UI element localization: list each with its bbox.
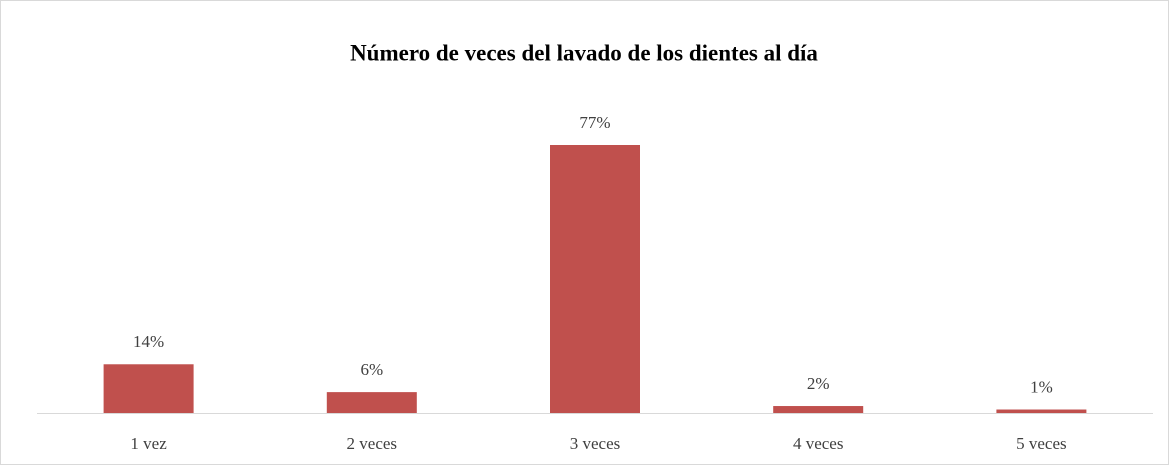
value-label: 14% [133,332,164,351]
x-tick-label: 3 veces [570,434,621,453]
x-tick-label: 2 veces [347,434,398,453]
value-label: 6% [360,360,383,379]
value-label: 1% [1030,377,1053,396]
chart-title: Número de veces del lavado de los diente… [350,40,818,65]
bar [550,145,640,413]
x-tick-label: 5 veces [1016,434,1067,453]
bar [326,392,417,413]
x-tick-label: 4 veces [793,434,844,453]
bar [103,364,194,413]
bar [773,406,864,413]
x-tick-label: 1 vez [130,434,167,453]
bar [996,409,1087,413]
value-label: 77% [579,113,610,132]
value-label: 2% [807,374,830,393]
